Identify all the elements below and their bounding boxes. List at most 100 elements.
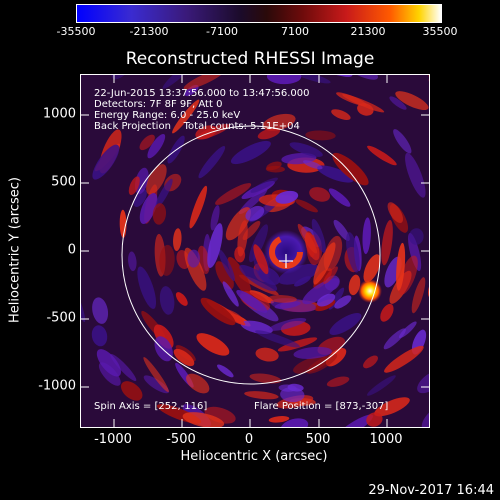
colorbar-tick: 7100 <box>281 25 309 38</box>
flare-source <box>358 279 382 303</box>
texture-blob <box>380 303 394 322</box>
texture-blob <box>363 355 378 369</box>
texture-blob <box>225 207 251 241</box>
texture-blob <box>266 161 282 171</box>
texture-blob <box>268 416 290 423</box>
texture-blob <box>92 297 109 324</box>
texture-blob <box>159 244 175 276</box>
x-tick-label: -1000 <box>94 432 132 447</box>
texture-blob <box>81 283 86 323</box>
texture-blob <box>139 192 158 225</box>
spin-axis-marker <box>279 254 293 268</box>
texture-blob <box>182 412 225 427</box>
texture-blob <box>245 205 265 221</box>
texture-blob <box>207 223 223 269</box>
texture-blob <box>253 244 269 275</box>
texture-blob <box>147 133 166 159</box>
texture-blob <box>295 199 318 213</box>
info-line: Energy Range: 6.0 - 25.0 keV <box>94 110 241 121</box>
texture-blob <box>134 167 149 195</box>
texture-blob <box>311 218 326 253</box>
texture-blob <box>172 99 200 134</box>
texture-blob <box>278 263 320 285</box>
texture-blob <box>267 295 297 303</box>
texture-blob <box>143 357 169 393</box>
texture-blob <box>313 242 336 285</box>
texture-blob <box>257 127 281 140</box>
y-tick-label: -1000 <box>38 378 76 394</box>
texture-blob <box>306 353 338 374</box>
texture-blob <box>287 383 304 392</box>
texture-blob <box>317 165 354 183</box>
texture-blob <box>398 255 418 295</box>
texture-blob <box>367 145 397 166</box>
y-tick-label: 1000 <box>42 106 76 122</box>
texture-blob <box>334 295 352 309</box>
texture-blob <box>218 249 235 282</box>
texture-blob <box>200 297 236 326</box>
texture-blob <box>374 397 410 417</box>
axis-ticks <box>81 75 429 427</box>
texture-blob <box>215 183 252 205</box>
colorbar-tick: -21300 <box>129 25 169 38</box>
info-line: 22-Jun-2015 13:37:56.000 to 13:47:56.000 <box>94 88 310 99</box>
texture-blob <box>331 109 351 120</box>
texture-blob <box>186 373 210 394</box>
texture-blob <box>120 381 143 401</box>
image-title: Reconstructed RHESSI Image <box>125 49 375 69</box>
texture-blob <box>236 290 268 313</box>
texture-blob <box>348 274 361 296</box>
reconstructed-image <box>81 75 429 427</box>
texture-blob <box>137 266 157 309</box>
texture-blob <box>91 325 108 347</box>
texture-blob <box>139 134 155 151</box>
texture-blob <box>384 345 424 373</box>
texture-blob <box>162 75 194 89</box>
texture-blob <box>275 190 299 204</box>
texture-blob <box>92 144 120 180</box>
colorbar-tick: -35500 <box>56 25 96 38</box>
colorbar-tick: -7100 <box>206 25 238 38</box>
x-tick-label: -500 <box>166 432 196 447</box>
texture-blob <box>227 256 252 297</box>
x-tick-label: 1000 <box>369 432 403 447</box>
texture-blob <box>342 93 385 113</box>
texture-blob <box>239 264 278 292</box>
texture-blob <box>255 347 279 362</box>
texture-blob <box>395 91 429 111</box>
solar-limb-circle <box>121 125 381 385</box>
texture-blob <box>332 152 369 186</box>
texture-blob <box>366 375 396 396</box>
texture-blob <box>329 312 362 336</box>
texture-blob <box>297 223 318 254</box>
texture-blob <box>408 228 424 245</box>
texture-blob <box>244 391 279 400</box>
texture-blob <box>389 96 407 110</box>
texture-blob <box>323 266 338 284</box>
texture-blob <box>210 205 220 231</box>
texture-blob <box>196 333 230 356</box>
texture-blob <box>152 203 167 225</box>
texture-blob <box>237 220 248 257</box>
info-line: Detectors: 7F 8F 9F, Att 0 <box>94 99 223 110</box>
texture-blob <box>266 75 302 85</box>
texture-blob <box>146 164 167 195</box>
texture-blob <box>396 242 406 291</box>
texture-blob <box>328 188 351 207</box>
texture-blob <box>255 330 300 348</box>
texture-blob <box>305 130 336 141</box>
texture-blob <box>302 278 340 305</box>
flare-position-label: Flare Position = [873,-307] <box>254 401 389 412</box>
texture-blob <box>289 142 323 157</box>
info-line: Back Projection Total counts: 5.11E+04 <box>94 121 300 132</box>
texture-blob <box>293 346 332 359</box>
x-axis-label: Heliocentric X (arcsec) <box>180 449 328 464</box>
texture-blob <box>313 268 333 289</box>
texture-blob <box>119 209 127 238</box>
texture-blob <box>333 219 350 241</box>
texture-blob <box>268 317 307 331</box>
texture-blob <box>128 251 137 272</box>
texture-blob <box>366 412 383 427</box>
colorbar-tick: 21300 <box>350 25 386 38</box>
texture-blob <box>175 292 188 306</box>
